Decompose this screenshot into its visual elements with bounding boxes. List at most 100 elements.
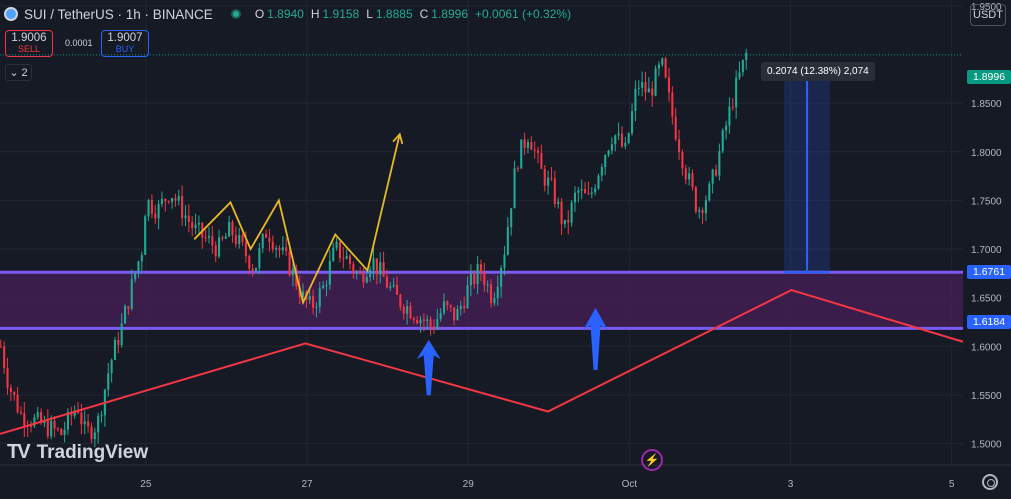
candle-body — [557, 201, 560, 205]
candle-body — [432, 326, 435, 329]
sui-coin-icon — [4, 7, 18, 21]
candle-body — [160, 198, 164, 204]
y-tick-label: 1.5500 — [971, 391, 1002, 402]
y-tick-label: 1.8500 — [971, 99, 1002, 110]
candle-body — [207, 236, 211, 238]
candle-body — [654, 68, 657, 96]
candle-body — [614, 135, 617, 145]
candle-body — [46, 419, 49, 437]
candle-body — [110, 359, 113, 374]
candle-body — [500, 267, 503, 287]
candle-body — [359, 272, 362, 274]
candle-body — [537, 150, 540, 153]
buy-button[interactable]: 1.9007 BUY — [101, 30, 149, 57]
settings-gear-icon[interactable] — [982, 474, 998, 490]
currency-selector[interactable]: USDT — [970, 4, 1006, 26]
candle-body — [194, 224, 197, 229]
y-tick-label: 1.9500 — [971, 2, 1002, 13]
candle-body — [463, 305, 466, 309]
symbol-title[interactable]: SUI / TetherUS · 1h · BINANCE — [24, 6, 213, 22]
candle-body — [647, 88, 650, 93]
candle-body — [600, 166, 603, 176]
buy-price: 1.9007 — [107, 31, 143, 44]
candle-body — [312, 295, 315, 308]
tradingview-logo[interactable]: TV TradingView — [7, 441, 148, 464]
candle-body — [6, 368, 9, 388]
indicators-count: 2 — [21, 66, 28, 79]
sell-button[interactable]: 1.9006 SELL — [5, 30, 53, 57]
chevron-down-icon: ⌄ — [9, 67, 19, 79]
candle-body — [19, 411, 22, 414]
candle-body — [40, 412, 43, 424]
candle-body — [379, 262, 382, 275]
candle-body — [134, 273, 137, 280]
candle-body — [80, 412, 83, 425]
y-tick-label: 1.5000 — [971, 440, 1002, 451]
candle-body — [241, 234, 244, 242]
candle-body — [725, 125, 728, 131]
candle-body — [181, 196, 184, 219]
candle-body — [634, 88, 637, 111]
candle-body — [714, 169, 718, 176]
y-tick-label: 1.7500 — [971, 196, 1002, 207]
candle-body — [278, 248, 281, 251]
candle-body — [409, 306, 412, 319]
candle-body — [325, 284, 328, 286]
candle-body — [335, 241, 338, 248]
x-tick-label: 27 — [301, 479, 313, 490]
candle-body — [657, 64, 660, 69]
candle-body — [187, 215, 190, 222]
candle-body — [550, 177, 553, 179]
candle-body — [620, 133, 624, 147]
candle-body — [345, 255, 348, 259]
y-tick-label: 1.6500 — [971, 294, 1002, 305]
candle-body — [493, 298, 496, 304]
candle-body — [328, 260, 331, 285]
candle-body — [13, 392, 16, 395]
y-tick-label: 1.8000 — [971, 148, 1002, 159]
candle-body — [288, 251, 291, 276]
candle-body — [637, 87, 640, 89]
indicators-toggle[interactable]: ⌄ 2 — [5, 64, 32, 81]
up-arrow-icon — [583, 307, 608, 371]
candle-body — [127, 306, 130, 309]
support-zone — [0, 272, 963, 329]
candle-body — [218, 237, 221, 257]
candle-body — [543, 168, 546, 186]
candle-body — [254, 267, 258, 271]
candle-body — [33, 417, 36, 426]
x-tick-label: 3 — [788, 479, 794, 490]
candle-body — [577, 190, 580, 193]
sell-price: 1.9006 — [11, 31, 47, 44]
candle-body — [399, 294, 402, 307]
high-key: H — [310, 7, 320, 21]
candle-body — [60, 428, 63, 435]
candle-body — [348, 255, 352, 264]
candle-body — [248, 256, 251, 269]
tradingview-logo-icon: TV — [7, 441, 31, 463]
candle-body — [147, 199, 150, 217]
x-tick-label: Oct — [622, 479, 638, 490]
close-value: 1.8996 — [431, 7, 468, 21]
market-open-icon — [230, 9, 241, 19]
candle-body — [624, 142, 627, 147]
candle-body — [694, 187, 697, 212]
candle-body — [701, 210, 704, 214]
candle-body — [53, 420, 56, 429]
candle-body — [167, 201, 170, 203]
candle-body — [224, 236, 227, 239]
candle-body — [70, 411, 73, 416]
candle-body — [530, 142, 533, 150]
flash-icon[interactable]: ⚡ — [641, 449, 663, 471]
up-arrow-icon — [416, 339, 441, 396]
pattern-arrow-head — [392, 132, 404, 145]
candle-body — [533, 149, 536, 151]
candle-body — [197, 222, 200, 225]
candle-body — [523, 139, 526, 148]
candle-body — [446, 301, 449, 306]
measure-label[interactable]: 0.2074 (12.38%) 2,074 — [761, 62, 875, 81]
candle-body — [130, 279, 133, 309]
candle-body — [456, 309, 459, 321]
candle-body — [496, 286, 499, 299]
